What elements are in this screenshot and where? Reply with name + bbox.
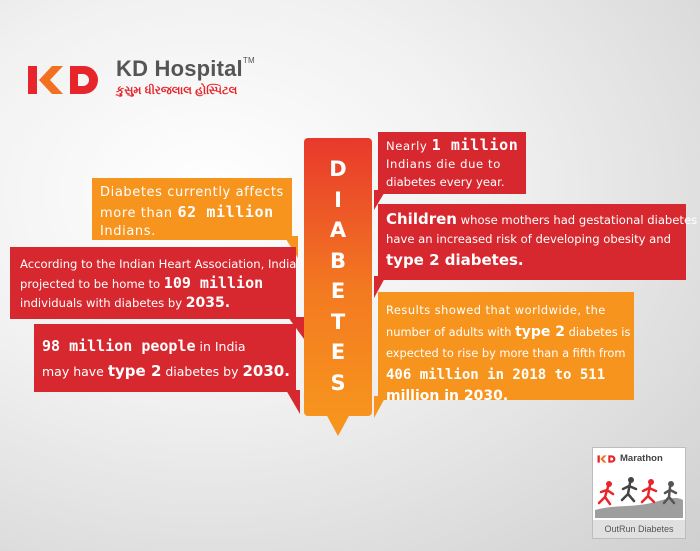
banner-letter: I: [334, 187, 342, 212]
bubble-tail: [374, 396, 386, 418]
fact-bubble-109-million: According to the Indian Heart Associatio…: [10, 247, 309, 339]
fact-bubble-62-million: Diabetes currently affects more than 62 …: [92, 178, 298, 258]
banner-letter: E: [330, 279, 346, 303]
banner-tail: [326, 414, 350, 436]
brand-subtitle: કુસુમ ધીરજલાલ હોસ્પિટલ: [116, 85, 238, 97]
banner-letter: E: [330, 340, 346, 364]
marathon-badge: Marathon OutRun Diabetes: [592, 447, 686, 539]
banner-letter: B: [329, 248, 346, 273]
runners-icon: [595, 477, 683, 518]
kd-logo-icon: [28, 66, 98, 94]
fact-bubble-98-million: 98 million people in India may have type…: [34, 324, 300, 414]
fact-bubble-1-million-deaths: Nearly 1 million Indians die due to diab…: [374, 132, 526, 210]
marathon-footer: OutRun Diabetes: [593, 520, 685, 538]
banner-letter: T: [330, 309, 346, 334]
banner-letter: A: [329, 218, 347, 242]
banner-letter: D: [329, 157, 347, 181]
brand-name: KD HospitalTM: [116, 56, 255, 81]
diabetes-vertical-banner: D I A B E T E S: [304, 138, 372, 416]
banner-letter: S: [330, 370, 346, 395]
marathon-title: Marathon: [620, 453, 663, 464]
fact-bubble-global-rise: Results showed that worldwide, the numbe…: [374, 292, 634, 418]
marathon-header: Marathon: [597, 453, 663, 464]
kd-logo-icon: [597, 454, 616, 463]
fact-bubble-children-risk: Children whose mothers had gestational d…: [374, 204, 697, 298]
bubble-tail: [286, 390, 300, 414]
